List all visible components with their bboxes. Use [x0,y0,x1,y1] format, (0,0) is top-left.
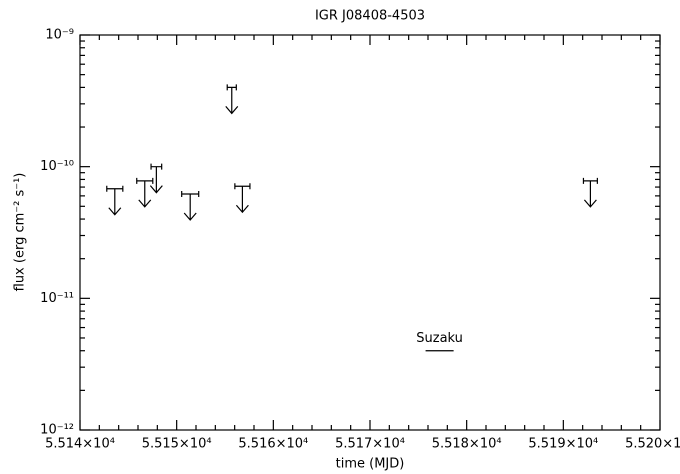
upper-limit-arrow [108,188,122,216]
plot-frame [79,34,661,431]
x-tick-label: 5.519×10⁴ [528,437,598,452]
upper-limit-bar [582,177,598,184]
x-tick-label: 5.518×10⁴ [432,437,502,452]
upper-limit-arrow [225,87,239,115]
x-tick-label: 5.514×10⁴ [45,437,115,452]
y-tick-label: 10⁻¹⁰ [40,159,74,174]
upper-limit-arrow [235,186,249,214]
y-tick-label: 10⁻¹² [40,423,74,438]
upper-limit-arrow [183,194,197,221]
upper-limit-arrow [138,180,152,208]
y-axis-label: flux (erg cm⁻² s⁻¹) [13,173,28,292]
upper-limit-bar [226,84,237,91]
x-tick-label: 5.515×10⁴ [142,437,212,452]
upper-limit-arrow [149,166,163,194]
annotation-label: Suzaku [416,331,463,346]
chart-title: IGR J08408-4503 [315,9,425,24]
x-axis-label: time (MJD) [336,457,405,472]
upper-limit-arrow [583,180,597,208]
upper-limit-bar [136,177,154,184]
x-tick-label: 5.520×10⁴ [625,437,680,452]
y-tick-label: 10⁻¹¹ [40,291,74,306]
y-tick-label: 10⁻⁹ [45,28,74,43]
x-tick-label: 5.516×10⁴ [238,437,308,452]
x-tick-label: 5.517×10⁴ [335,437,405,452]
